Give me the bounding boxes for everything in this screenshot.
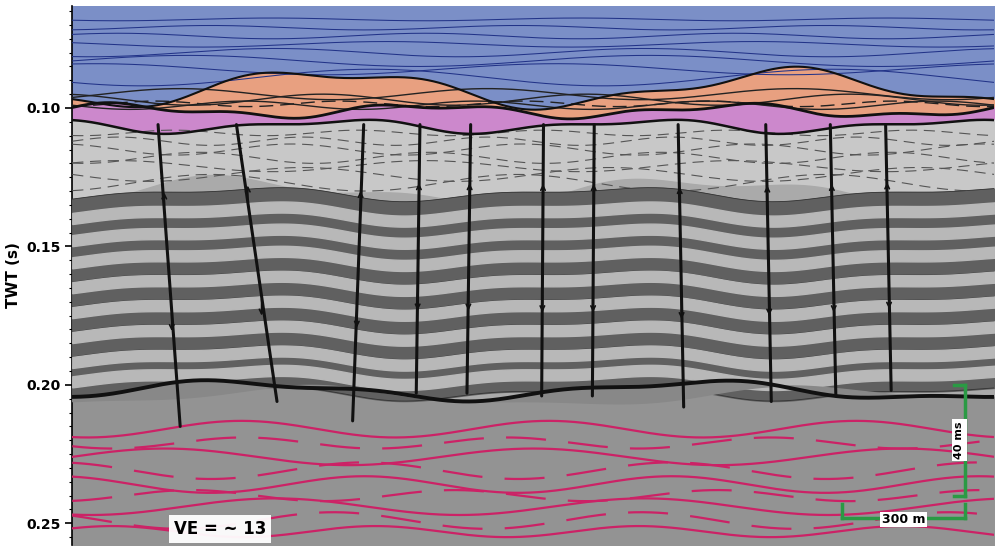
Text: VE = ~ 13: VE = ~ 13 (174, 520, 266, 538)
Text: 300 m: 300 m (882, 513, 925, 526)
Text: 40 ms: 40 ms (954, 422, 964, 459)
Y-axis label: TWT (s): TWT (s) (6, 242, 21, 309)
